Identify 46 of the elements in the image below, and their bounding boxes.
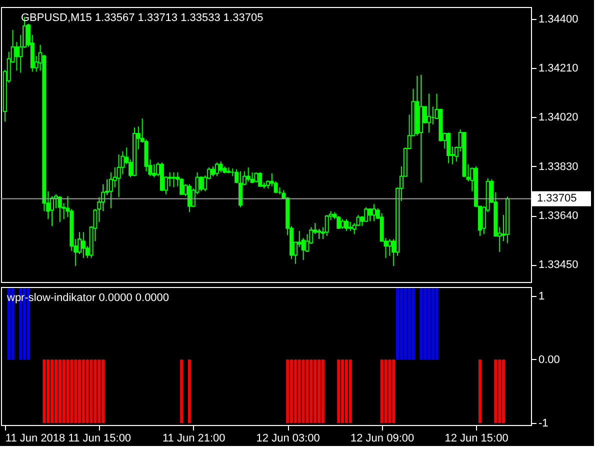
candlestick <box>116 154 121 198</box>
candlestick <box>246 166 250 182</box>
candlestick <box>317 228 321 240</box>
candlestick <box>199 176 204 192</box>
candlestick <box>368 208 372 222</box>
candlestick <box>168 172 172 187</box>
y-tick-label: 1.34210 <box>538 62 578 75</box>
candlestick <box>348 221 352 232</box>
x-tick-label: 11 Jun 2018 <box>5 432 66 444</box>
y-tick-label: 1.33640 <box>538 210 578 222</box>
candlestick <box>58 196 62 222</box>
candlestick <box>336 216 341 230</box>
candlestick <box>340 218 345 230</box>
candlestick <box>254 172 258 183</box>
candlestick <box>238 170 242 208</box>
y-tick-label: 1.33830 <box>538 160 578 173</box>
x-tick-label: 11 Jun 21:00 <box>162 432 226 444</box>
candlestick <box>187 184 192 213</box>
candlestick <box>211 166 215 177</box>
candlestick <box>426 93 431 133</box>
candlestick <box>108 172 113 209</box>
candlestick <box>344 218 348 232</box>
chart-title: GBPUSD,M15 1.33567 1.33713 1.33533 1.33705 <box>21 12 264 24</box>
candlestick <box>258 172 262 187</box>
candlestick <box>364 206 368 222</box>
candlestick <box>214 162 219 177</box>
candlestick <box>14 41 19 72</box>
candlestick <box>152 164 156 178</box>
y-tick-label: 1 <box>538 290 545 302</box>
y-tick-label: -1 <box>538 418 548 430</box>
y-tick-label: 1.34400 <box>538 13 578 26</box>
ref-line-label: 1.33705 <box>537 192 577 205</box>
x-tick-label: 12 Jun 15:00 <box>444 432 508 444</box>
y-tick-label: 1.33450 <box>538 259 578 272</box>
candlestick <box>388 238 392 256</box>
candlestick <box>446 132 451 164</box>
candlestick <box>172 172 176 188</box>
y-tick-label: 1.34020 <box>538 112 578 124</box>
x-tick-label: 12 Jun 03:00 <box>256 432 320 444</box>
candlestick <box>218 160 223 173</box>
candlestick <box>324 214 329 236</box>
x-tick-label: 11 Jun 15:00 <box>68 432 132 444</box>
candlestick <box>372 204 376 222</box>
x-tick-label: 12 Jun 09:00 <box>350 432 414 444</box>
y-tick-label: 0.00 <box>538 354 560 366</box>
candlestick <box>81 232 86 258</box>
